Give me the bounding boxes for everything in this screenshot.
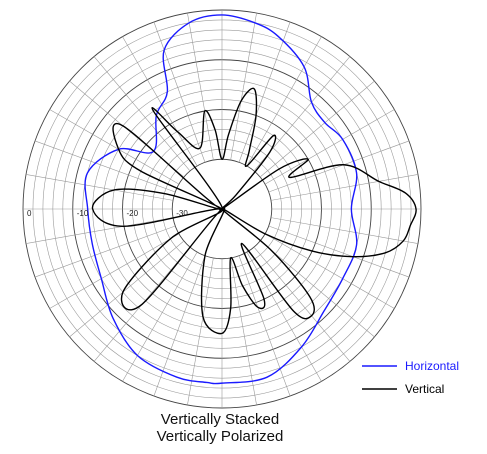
grid-spoke [264,109,395,185]
grid-spoke [153,255,206,397]
series-curve-vertical [91,87,417,335]
chart-title-line-2: Vertically Polarized [156,428,284,445]
grid-spoke [246,36,322,167]
grid-spoke [69,240,185,338]
grid-spoke [122,251,198,382]
r-tick-label: 0 [27,209,32,218]
legend-label-vertical: Vertical [405,382,444,396]
grid-spoke [49,233,180,309]
grid-spoke [259,240,375,338]
grid-spoke [270,217,419,244]
grid-spoke [230,12,257,161]
grid-spoke [264,233,395,309]
r-tick-label: -20 [127,209,139,218]
chart-title-line-1: Vertically Stacked [160,411,280,428]
grid-spoke [268,225,410,278]
legend: Horizontal Vertical [362,359,459,396]
grid-spoke [253,246,351,362]
grid-spoke [122,36,198,167]
grid-spoke [238,21,291,163]
legend-label-horizontal: Horizontal [405,359,459,373]
grid-spoke [25,217,174,244]
grid-spoke [268,140,410,193]
grid-spoke [25,174,174,201]
radial-tick-labels: 0 -10 -20 -30 [27,209,188,218]
grid-spoke [153,21,206,163]
grid-spoke [259,80,375,178]
grid-spoke [93,56,191,172]
r-tick-label: -30 [176,209,188,218]
grid-spoke [270,174,419,201]
grid-spoke [49,109,180,185]
grid-spoke [238,255,291,397]
grid-spoke [187,12,214,161]
grid-spoke [246,251,322,382]
r-tick-label: -10 [77,209,89,218]
grid-spoke [34,225,176,278]
series-layer [84,14,417,385]
grid-spoke [34,140,176,193]
series-curve-horizontal [84,14,358,385]
